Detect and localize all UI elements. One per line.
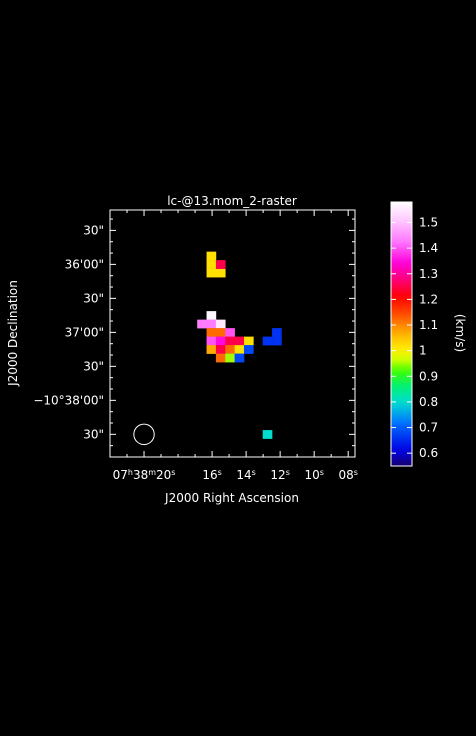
data-pixel bbox=[215, 260, 226, 269]
data-pixel bbox=[206, 319, 217, 329]
data-pixel bbox=[262, 430, 273, 439]
colorbar-tick-label: 1.3 bbox=[419, 267, 438, 281]
colorbar-tick-label: 1.5 bbox=[419, 216, 438, 230]
y-tick-label: 30" bbox=[83, 427, 104, 441]
y-tick-label: 36'00" bbox=[65, 257, 104, 271]
colorbar-label: (km/s) bbox=[453, 314, 467, 352]
colorbar-tick-label: 0.7 bbox=[419, 421, 438, 435]
data-pixel bbox=[272, 336, 282, 346]
colorbar-tick-label: 0.9 bbox=[419, 369, 438, 383]
data-pixel bbox=[234, 336, 245, 346]
data-pixel bbox=[243, 345, 254, 354]
data-pixel bbox=[197, 319, 207, 329]
data-pixel bbox=[234, 345, 245, 354]
colorbar-tick-label: 1.4 bbox=[419, 241, 438, 255]
plot-layer: 07h38m20s 16s 14s 12s 10s 08s 30" 36'00" 30" 37'0… bbox=[33, 201, 438, 483]
data-pixel bbox=[215, 268, 226, 278]
colorbar bbox=[390, 201, 413, 467]
colorbar-tick-label: 0.8 bbox=[419, 395, 438, 409]
data-pixel bbox=[206, 311, 217, 320]
y-axis-label: J2000 Declination bbox=[6, 280, 20, 387]
x-tick-label: 12s bbox=[270, 468, 289, 483]
plot-frame bbox=[109, 209, 356, 458]
data-pixel bbox=[206, 251, 217, 261]
x-tick-label: 14s bbox=[236, 468, 255, 483]
data-pixel bbox=[272, 328, 282, 337]
x-axis-label: J2000 Right Ascension bbox=[164, 491, 299, 505]
colorbar-tick-label: 1.1 bbox=[419, 318, 438, 332]
data-pixel bbox=[215, 345, 226, 354]
data-pixel bbox=[225, 328, 235, 337]
data-pixel bbox=[206, 268, 217, 278]
colorbar-tick-label: 1.2 bbox=[419, 292, 438, 306]
chart-title: lc-@13.mom_2-raster bbox=[167, 194, 297, 208]
y-tick-label: 30" bbox=[83, 291, 104, 305]
y-tick-label: 37'00" bbox=[65, 325, 104, 339]
data-pixel bbox=[206, 345, 217, 354]
data-pixel bbox=[215, 319, 226, 329]
colorbar-tick-label: 1 bbox=[419, 344, 427, 358]
y-tick-label: 30" bbox=[83, 223, 104, 237]
data-pixel bbox=[225, 345, 235, 354]
data-pixel bbox=[234, 353, 245, 363]
x-tick-label: 10s bbox=[304, 468, 323, 483]
data-pixel bbox=[206, 260, 217, 269]
data-pixel bbox=[262, 336, 273, 346]
colorbar-tick-label: 0.6 bbox=[419, 446, 438, 460]
beam-ellipse bbox=[133, 423, 155, 446]
data-pixel bbox=[206, 336, 217, 346]
data-pixel bbox=[225, 336, 235, 346]
x-tick-label: 07h38m20s bbox=[113, 468, 176, 483]
data-pixel bbox=[215, 328, 226, 337]
data-pixel bbox=[243, 336, 254, 346]
y-tick-label: −10°38'00" bbox=[33, 393, 104, 407]
data-pixel bbox=[215, 336, 226, 346]
data-pixel bbox=[215, 353, 226, 363]
data-pixel bbox=[225, 353, 235, 363]
x-tick-label: 16s bbox=[202, 468, 221, 483]
y-tick-label: 30" bbox=[83, 359, 104, 373]
data-pixel bbox=[206, 328, 217, 337]
x-tick-label: 08s bbox=[338, 468, 357, 483]
